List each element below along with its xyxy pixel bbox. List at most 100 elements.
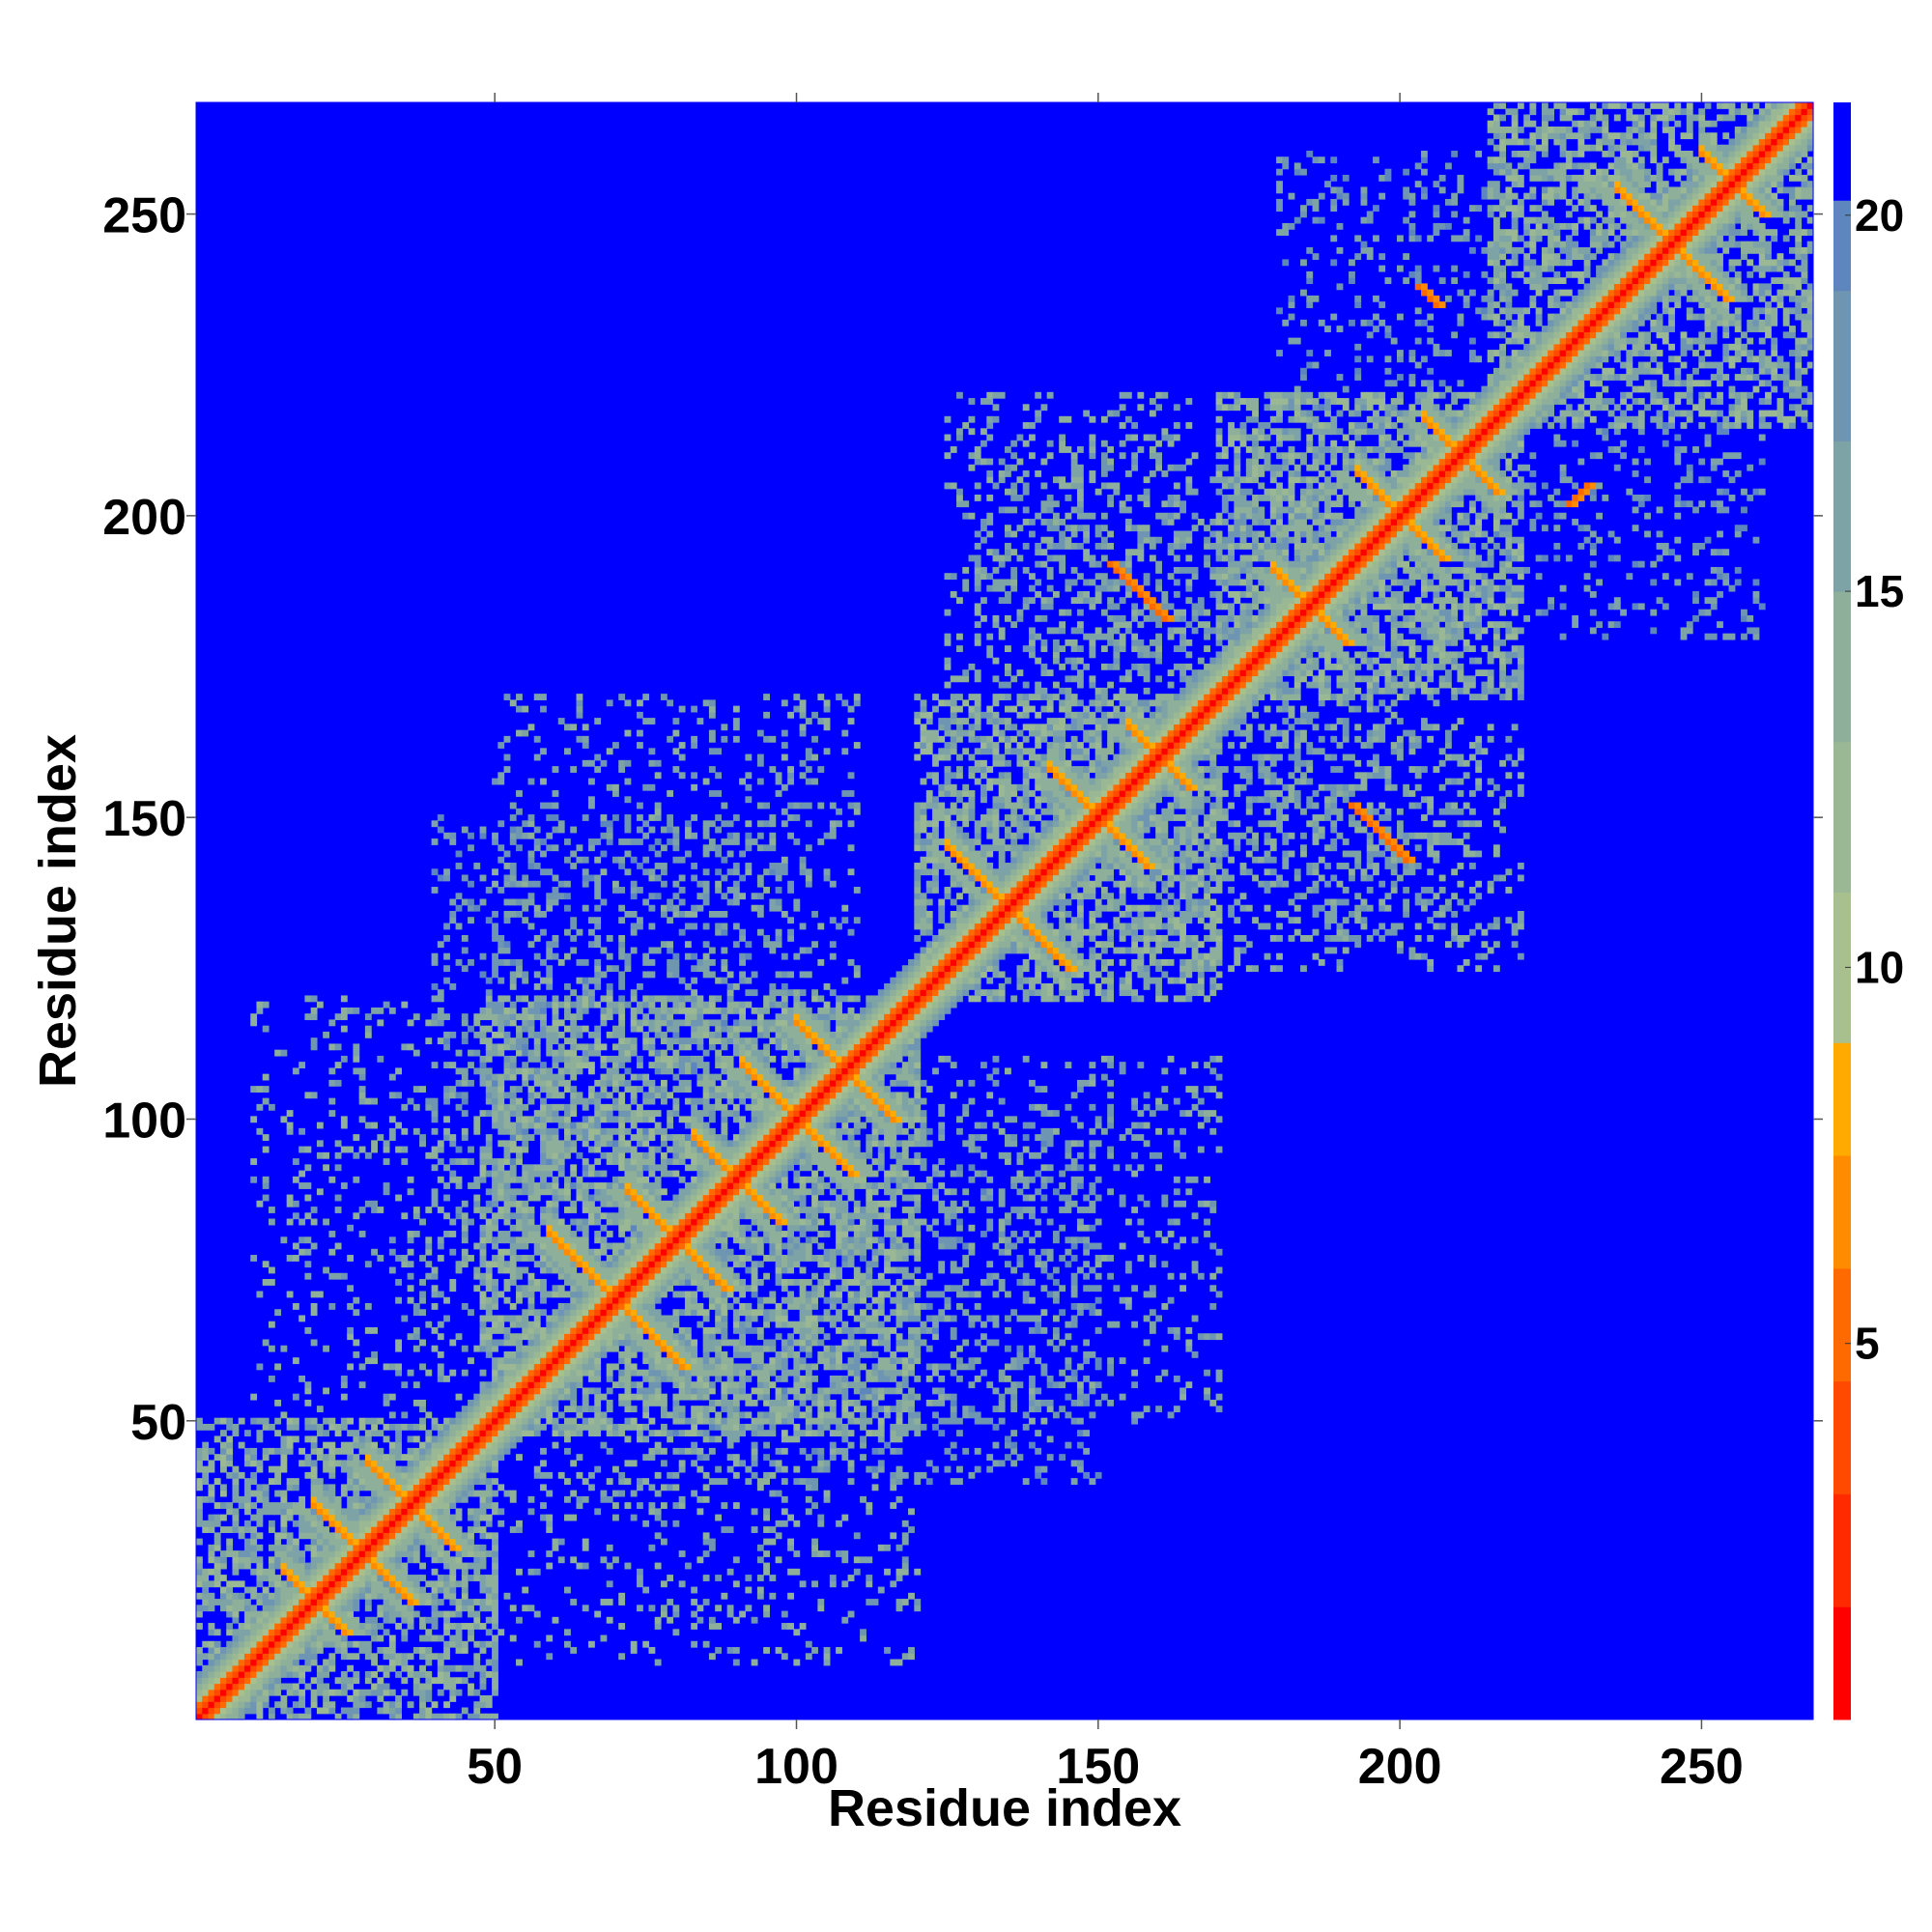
heatmap-cell	[678, 1001, 686, 1009]
heatmap-cell	[594, 1236, 602, 1244]
heatmap-cell	[353, 1605, 360, 1612]
heatmap-cell	[292, 1653, 299, 1661]
heatmap-cell	[672, 1393, 680, 1401]
heatmap-cell	[455, 1610, 463, 1618]
heatmap-cell	[588, 989, 595, 997]
heatmap-cell	[219, 1707, 227, 1715]
heatmap-cell	[437, 814, 444, 821]
heatmap-cell	[419, 1653, 426, 1661]
heatmap-cell	[328, 1520, 336, 1527]
heatmap-cell	[479, 1037, 487, 1045]
heatmap-cell	[527, 1423, 535, 1431]
heatmap-cell	[557, 1339, 565, 1347]
heatmap-cell	[292, 1592, 299, 1600]
heatmap-cell	[684, 1079, 692, 1087]
heatmap-cell	[582, 1315, 589, 1322]
heatmap-cell	[328, 1532, 336, 1540]
heatmap-cell	[437, 1460, 444, 1467]
heatmap-cell	[606, 1580, 613, 1588]
heatmap-cell	[431, 1568, 439, 1576]
heatmap-cell	[691, 1610, 698, 1618]
heatmap-cell	[431, 1062, 439, 1069]
heatmap-cell	[636, 1291, 643, 1298]
heatmap-cell	[334, 1544, 342, 1551]
heatmap-cell	[443, 1127, 450, 1135]
heatmap-cell	[353, 1490, 360, 1497]
heatmap-cell	[388, 1520, 396, 1527]
heatmap-cell	[358, 1381, 366, 1389]
heatmap-cell	[582, 1164, 589, 1172]
heatmap-cell	[461, 1013, 469, 1021]
heatmap-cell	[323, 1465, 330, 1473]
heatmap-cell	[552, 1236, 559, 1244]
heatmap-cell	[443, 1580, 450, 1588]
heatmap-cell	[503, 1103, 511, 1111]
heatmap-cell	[485, 1188, 493, 1196]
heatmap-cell	[268, 1599, 275, 1605]
heatmap-cell	[684, 1134, 692, 1141]
heatmap-cell	[419, 1447, 426, 1455]
heatmap-cell	[310, 1007, 318, 1014]
heatmap-cell	[576, 1242, 583, 1250]
heatmap-cell	[503, 1176, 511, 1183]
heatmap-cell	[576, 1188, 583, 1196]
heatmap-cell	[582, 1248, 589, 1256]
heatmap-cell	[624, 1207, 632, 1213]
heatmap-cell	[371, 1520, 378, 1527]
heatmap-cell	[492, 1490, 498, 1497]
heatmap-cell	[672, 1031, 680, 1038]
heatmap-cell	[522, 1122, 529, 1129]
heatmap-cell	[425, 1019, 433, 1027]
heatmap-cell	[678, 705, 686, 713]
heatmap-cell	[310, 1447, 318, 1455]
heatmap-cell	[533, 1194, 541, 1202]
heatmap-cell	[437, 1671, 444, 1678]
heatmap-cell	[449, 1683, 457, 1690]
heatmap-cell	[473, 1435, 481, 1443]
heatmap-cell	[648, 783, 656, 791]
heatmap-cell	[540, 1326, 547, 1334]
heatmap-cell	[522, 1062, 529, 1069]
heatmap-cell	[226, 1599, 234, 1605]
heatmap-cell	[310, 1580, 318, 1588]
heatmap-cell	[516, 1296, 523, 1304]
heatmap-cell	[383, 1423, 390, 1431]
heatmap-cell	[455, 1623, 463, 1630]
heatmap-cell	[256, 1484, 264, 1492]
heatmap-cell	[316, 1683, 324, 1690]
heatmap-cell	[533, 1381, 541, 1389]
heatmap-cell	[407, 1490, 414, 1497]
heatmap-cell	[691, 1207, 698, 1213]
heatmap-cell	[425, 1460, 433, 1467]
heatmap-cell	[292, 1610, 299, 1618]
heatmap-cell	[618, 1182, 626, 1189]
heatmap-cell	[630, 1303, 638, 1310]
heatmap-cell	[642, 1423, 650, 1431]
heatmap-cell	[492, 958, 498, 966]
heatmap-cell	[582, 1218, 589, 1226]
heatmap-cell	[461, 1110, 469, 1117]
heatmap-cell	[618, 934, 626, 942]
heatmap-cell	[552, 790, 559, 797]
heatmap-cell	[388, 1616, 396, 1624]
heatmap-cell	[274, 1689, 282, 1696]
heatmap-cell	[516, 1272, 523, 1280]
heatmap-cell	[461, 1484, 469, 1492]
heatmap-cell	[678, 1146, 686, 1153]
heatmap-cell	[667, 1212, 674, 1220]
heatmap-cell	[582, 1285, 589, 1293]
heatmap-cell	[642, 995, 650, 1003]
heatmap-cell	[395, 1146, 402, 1153]
heatmap-cell	[636, 1279, 643, 1286]
heatmap-cell	[334, 1568, 342, 1576]
heatmap-cell	[383, 1490, 390, 1497]
heatmap-cell	[395, 1465, 402, 1473]
heatmap-cell	[691, 1406, 698, 1413]
heatmap-cell	[425, 1478, 433, 1485]
heatmap-cell	[576, 1369, 583, 1377]
heatmap-cell	[678, 1375, 686, 1382]
heatmap-cell	[684, 1055, 692, 1063]
heatmap-cell	[274, 1586, 282, 1594]
heatmap-cell	[582, 1025, 589, 1033]
heatmap-cell	[684, 1019, 692, 1027]
